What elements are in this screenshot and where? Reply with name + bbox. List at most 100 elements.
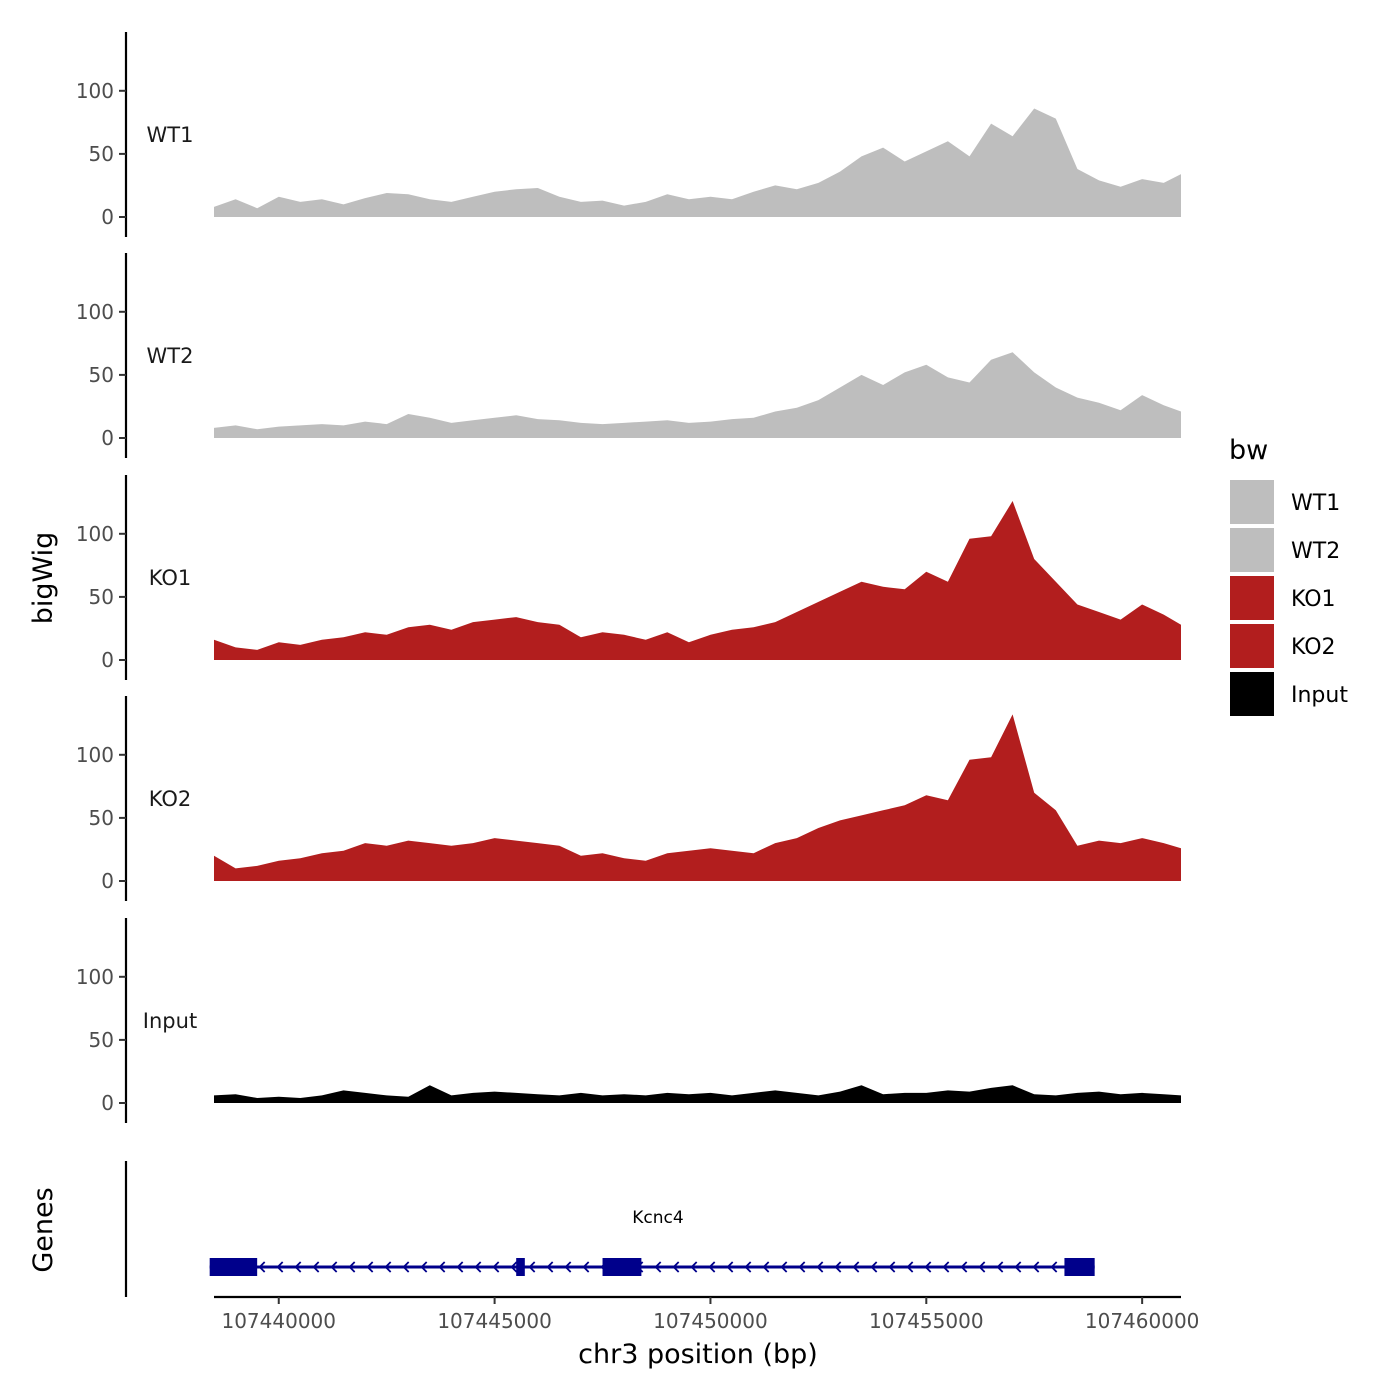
strand-arrow bbox=[960, 1261, 968, 1273]
y-tick-label: 0 bbox=[101, 869, 114, 893]
strand-arrow bbox=[276, 1261, 284, 1273]
strand-arrow bbox=[906, 1261, 914, 1273]
strand-arrow bbox=[1050, 1261, 1058, 1273]
strand-arrow bbox=[420, 1261, 428, 1273]
strand-arrow bbox=[816, 1261, 824, 1273]
signal-area-input bbox=[214, 1085, 1181, 1103]
track-ko2: 0 50 100 KO2 bbox=[76, 696, 1181, 901]
strand-arrow bbox=[798, 1261, 806, 1273]
strand-arrow bbox=[348, 1261, 356, 1273]
signal-area-wt2 bbox=[214, 352, 1181, 438]
strand-arrow bbox=[978, 1261, 986, 1273]
legend-label-ko1: KO1 bbox=[1291, 587, 1336, 612]
strand-arrow bbox=[744, 1261, 752, 1273]
strand-arrow bbox=[780, 1261, 788, 1273]
track-label-input: Input bbox=[143, 1009, 197, 1033]
strand-arrow bbox=[1014, 1261, 1022, 1273]
gene-exon bbox=[1064, 1258, 1095, 1276]
track-label-wt1: WT1 bbox=[147, 123, 194, 147]
y-tick-label: 50 bbox=[89, 1028, 114, 1052]
strand-arrow bbox=[528, 1261, 536, 1273]
y-tick-label: 100 bbox=[76, 965, 114, 989]
legend: bw WT1 WT2 KO1 KO2 Input bbox=[1229, 435, 1348, 716]
x-axis-title: chr3 position (bp) bbox=[578, 1339, 818, 1370]
strand-arrow bbox=[1032, 1261, 1040, 1273]
track-ko1: 0 50 100 KO1 bbox=[76, 475, 1181, 680]
strand-arrow bbox=[834, 1261, 842, 1273]
legend-label-wt1: WT1 bbox=[1291, 491, 1340, 516]
signal-area-ko1 bbox=[214, 501, 1181, 660]
track-label-wt2: WT2 bbox=[147, 344, 194, 368]
strand-arrow bbox=[924, 1261, 932, 1273]
y-axis-title: bigWig bbox=[28, 532, 59, 625]
strand-arrow bbox=[996, 1261, 1004, 1273]
strand-arrow bbox=[564, 1261, 572, 1273]
legend-label-ko2: KO2 bbox=[1291, 635, 1336, 660]
strand-arrow bbox=[492, 1261, 500, 1273]
y-tick-label: 0 bbox=[101, 426, 114, 450]
strand-arrow bbox=[510, 1261, 518, 1273]
strand-arrow bbox=[546, 1261, 554, 1273]
gene-track-title: Genes bbox=[28, 1187, 59, 1272]
legend-label-input: Input bbox=[1291, 683, 1348, 708]
strand-arrow bbox=[438, 1261, 446, 1273]
track-wt2: 0 50 100 WT2 bbox=[76, 253, 1181, 458]
x-axis: 107440000 107445000 107450000 107455000 1074… bbox=[214, 1295, 1200, 1333]
strand-arrow bbox=[672, 1261, 680, 1273]
signal-area-ko2 bbox=[214, 714, 1181, 881]
strand-arrow bbox=[708, 1261, 716, 1273]
track-input: 0 50 100 Input bbox=[76, 918, 1181, 1123]
gene-track: Kcnc4 bbox=[124, 1161, 1095, 1297]
gene-exon bbox=[209, 1258, 258, 1276]
legend-swatch-wt2 bbox=[1230, 528, 1274, 572]
strand-arrow bbox=[582, 1261, 590, 1273]
legend-swatch-ko2 bbox=[1230, 624, 1274, 668]
y-tick-label: 100 bbox=[76, 79, 114, 103]
y-tick-label: 100 bbox=[76, 743, 114, 767]
legend-label-wt2: WT2 bbox=[1291, 539, 1340, 564]
strand-arrow bbox=[852, 1261, 860, 1273]
y-tick-label: 100 bbox=[76, 300, 114, 324]
legend-swatch-wt1 bbox=[1230, 480, 1274, 524]
gene-exon bbox=[602, 1258, 642, 1276]
strand-arrow bbox=[294, 1261, 302, 1273]
strand-arrow bbox=[888, 1261, 896, 1273]
y-tick-label: 0 bbox=[101, 1091, 114, 1115]
gene-name-label: Kcnc4 bbox=[632, 1208, 683, 1228]
x-tick-label: 107460000 bbox=[1085, 1309, 1200, 1333]
strand-arrow bbox=[474, 1261, 482, 1273]
strand-arrow bbox=[402, 1261, 410, 1273]
strand-arrow bbox=[330, 1261, 338, 1273]
strand-arrow bbox=[456, 1261, 464, 1273]
legend-swatch-ko1 bbox=[1230, 576, 1274, 620]
y-tick-label: 50 bbox=[89, 142, 114, 166]
strand-arrow bbox=[312, 1261, 320, 1273]
strand-arrow bbox=[654, 1261, 662, 1273]
x-tick-label: 107440000 bbox=[221, 1309, 336, 1333]
y-tick-label: 50 bbox=[89, 585, 114, 609]
strand-arrow bbox=[870, 1261, 878, 1273]
strand-arrow bbox=[384, 1261, 392, 1273]
x-tick-label: 107450000 bbox=[653, 1309, 768, 1333]
x-tick-label: 107445000 bbox=[437, 1309, 552, 1333]
legend-title: bw bbox=[1229, 435, 1268, 466]
track-wt1: 0 50 100 WT1 bbox=[76, 32, 1181, 237]
track-label-ko2: KO2 bbox=[149, 787, 192, 811]
gene-exon bbox=[516, 1258, 525, 1276]
y-tick-label: 0 bbox=[101, 205, 114, 229]
strand-arrow bbox=[366, 1261, 374, 1273]
legend-swatch-input bbox=[1230, 672, 1274, 716]
y-tick-label: 100 bbox=[76, 522, 114, 546]
x-tick-label: 107455000 bbox=[869, 1309, 984, 1333]
strand-arrow bbox=[258, 1261, 266, 1273]
track-label-ko1: KO1 bbox=[149, 566, 192, 590]
strand-arrow bbox=[726, 1261, 734, 1273]
strand-arrow bbox=[942, 1261, 950, 1273]
strand-arrow bbox=[690, 1261, 698, 1273]
y-tick-label: 50 bbox=[89, 363, 114, 387]
y-tick-label: 0 bbox=[101, 648, 114, 672]
strand-arrow bbox=[762, 1261, 770, 1273]
signal-area-wt1 bbox=[214, 108, 1181, 217]
